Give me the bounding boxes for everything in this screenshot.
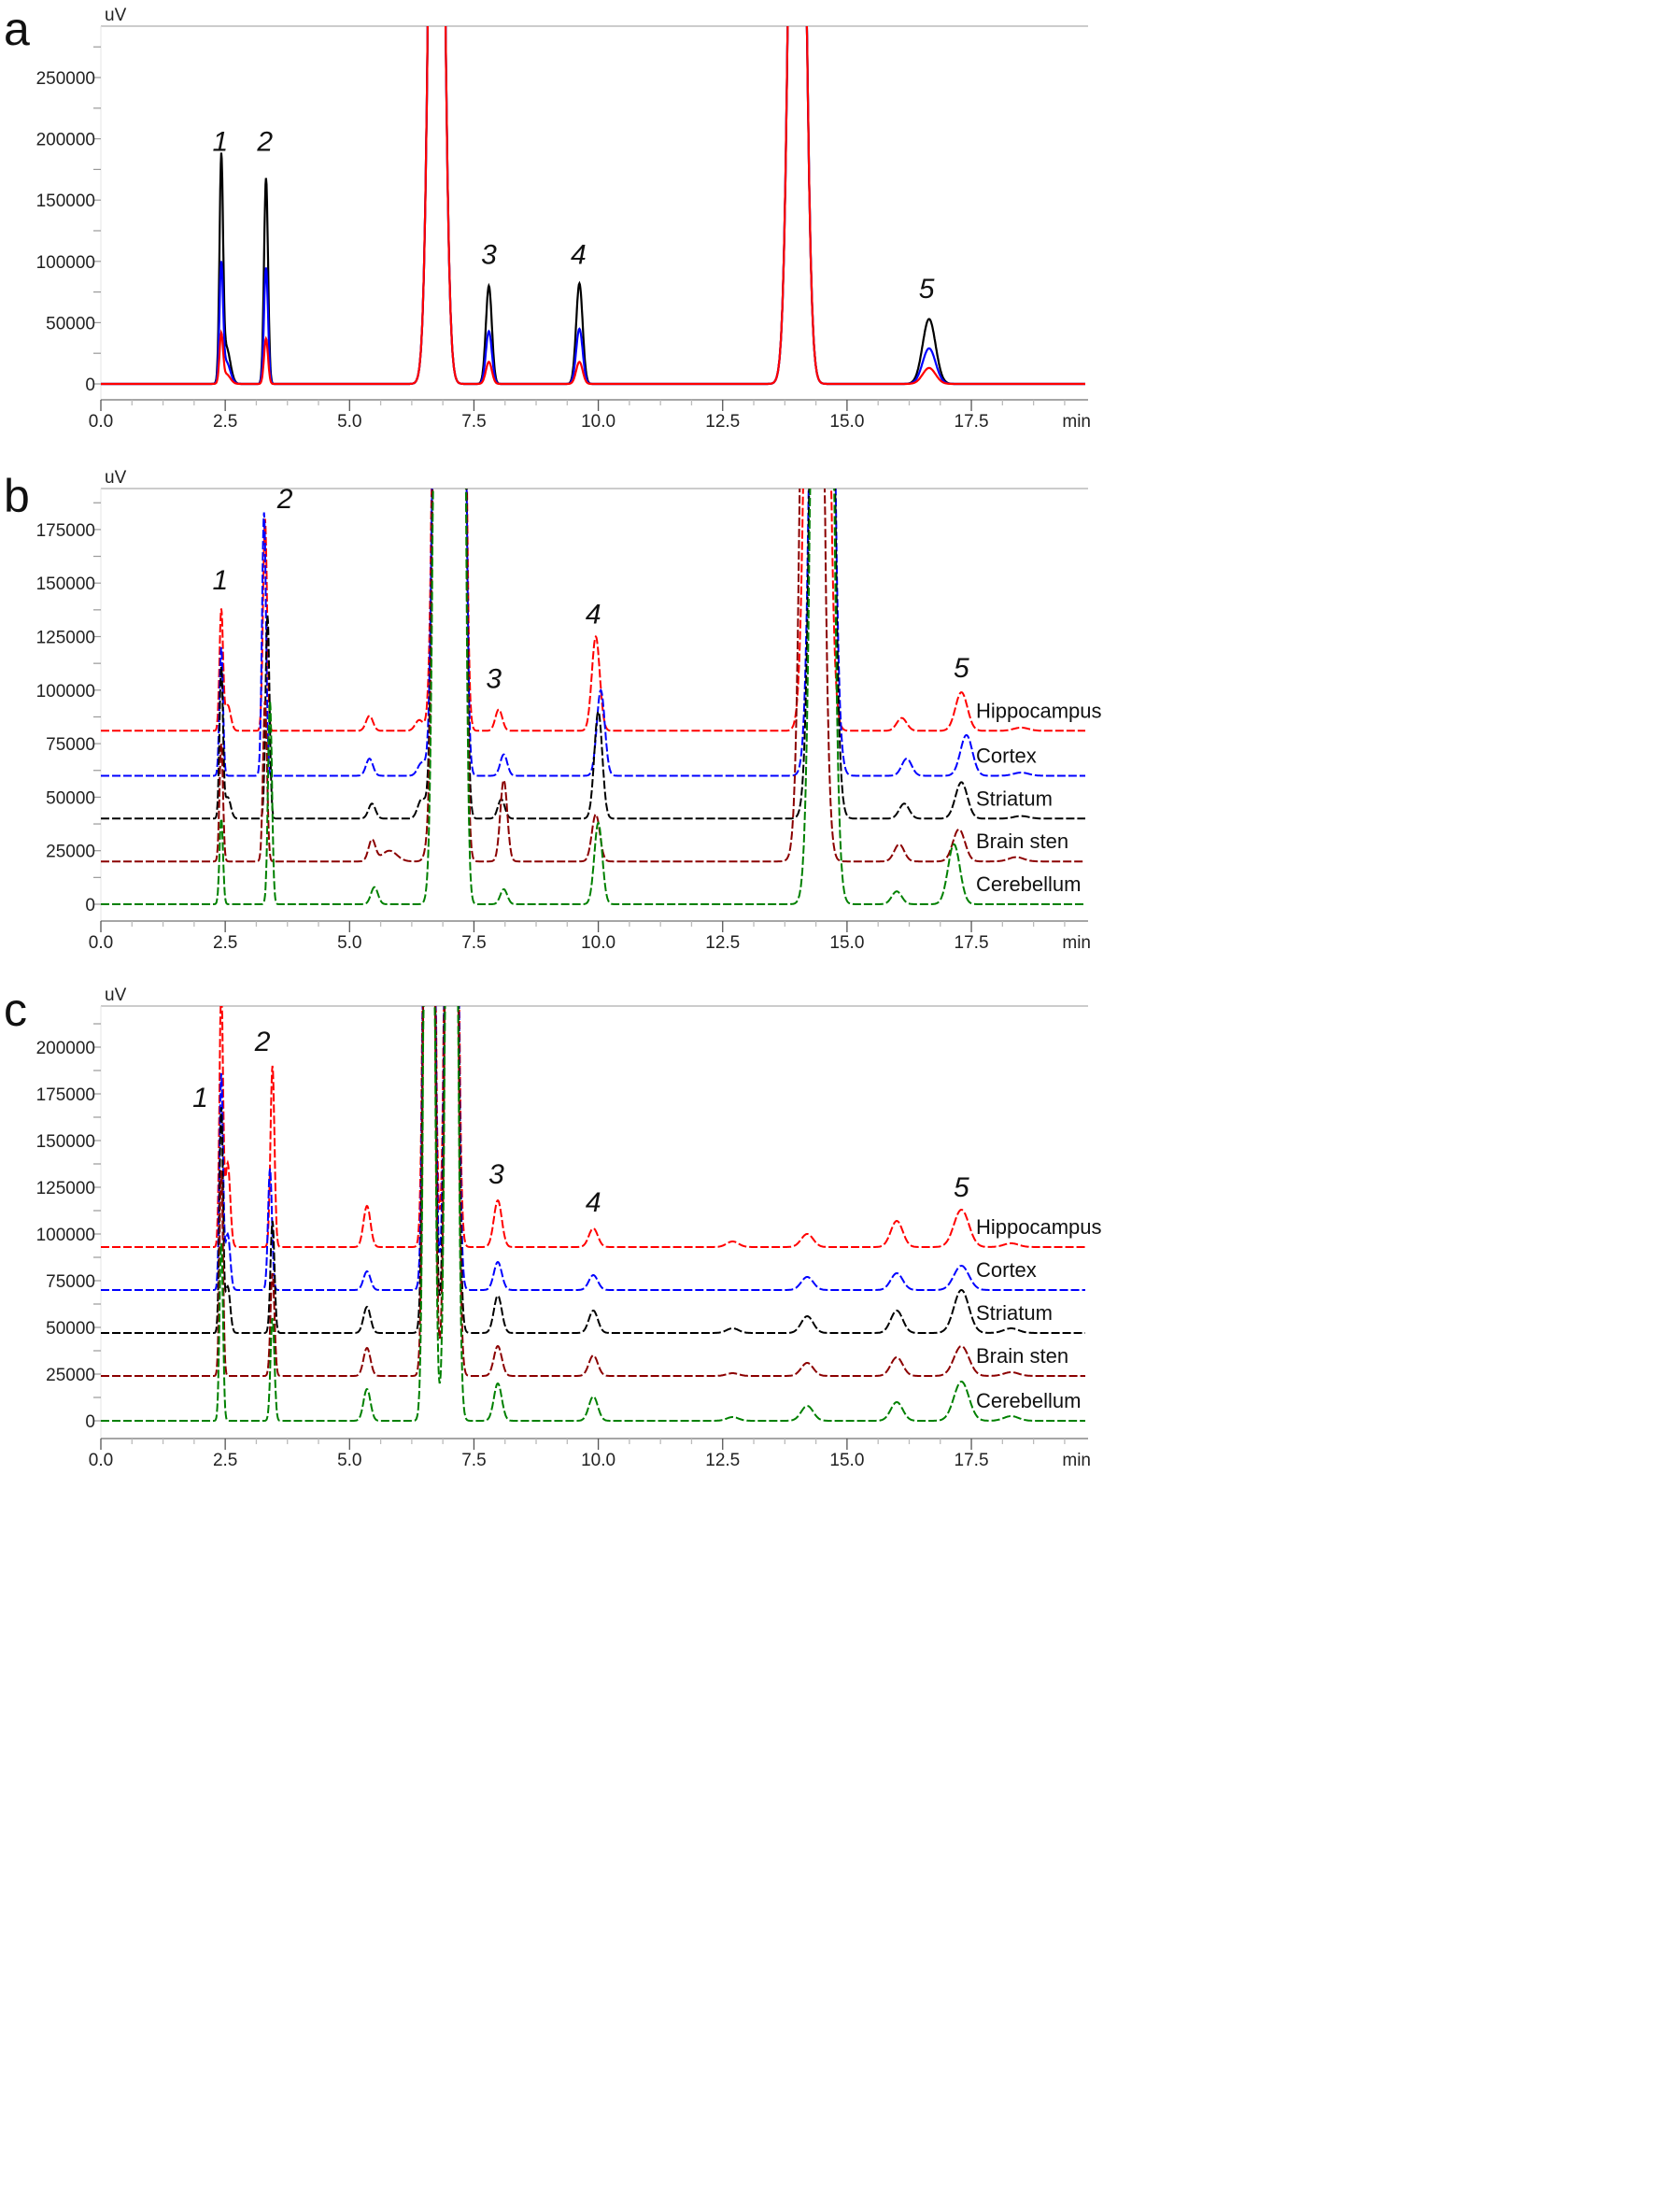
y-tick-label: 50000 (46, 314, 95, 333)
y-tick-label: 25000 (46, 1366, 95, 1385)
x-tick-label: 10.0 (581, 933, 615, 953)
series-label: Brain sten (976, 1344, 1068, 1368)
panel-letter: a (4, 3, 30, 55)
peak-number-label: 1 (212, 565, 228, 596)
x-tick-label: 0.0 (89, 412, 113, 432)
series-label: Hippocampus (976, 699, 1102, 722)
y-tick-label: 175000 (36, 521, 95, 541)
x-axis-unit: min (1062, 1451, 1091, 1470)
peak-number-label: 1 (192, 1083, 208, 1113)
series-label: Cortex (976, 744, 1037, 767)
y-tick-label: 50000 (46, 1319, 95, 1339)
series-line-striatum (101, 1006, 1085, 1334)
peak-number-label: 1 (212, 127, 228, 158)
x-tick-label: 15.0 (829, 412, 864, 432)
x-tick-label: 15.0 (829, 1451, 864, 1470)
series-line-cortex (101, 1006, 1085, 1291)
series-label: Striatum (976, 787, 1053, 810)
series-label: Cerebellum (976, 872, 1082, 896)
y-tick-label: 125000 (36, 1179, 95, 1198)
x-tick-label: 2.5 (213, 412, 237, 432)
x-tick-label: 7.5 (461, 1451, 486, 1470)
series-label: Cerebellum (976, 1389, 1082, 1412)
peak-number-label: 3 (481, 239, 497, 270)
x-tick-label: 7.5 (461, 933, 486, 953)
series-line-standard-mid (101, 26, 1085, 386)
x-tick-label: 17.5 (955, 933, 989, 953)
peak-number-label: 4 (586, 600, 601, 631)
x-axis-unit: min (1062, 933, 1091, 953)
peak-number-label: 3 (488, 1159, 504, 1190)
peak-number-label: 2 (256, 127, 273, 158)
x-tick-label: 5.0 (337, 1451, 361, 1470)
y-tick-label: 150000 (36, 1132, 95, 1152)
series-line-cerebellum (101, 1006, 1085, 1422)
peak-number-label: 3 (486, 664, 502, 695)
y-tick-label: 200000 (36, 1039, 95, 1058)
y-tick-label: 0 (85, 896, 95, 915)
series-line-brain-sten (101, 1006, 1085, 1377)
series-label: Cortex (976, 1258, 1037, 1282)
series-line-hippocampus (101, 1006, 1085, 1248)
peak-number-label: 5 (954, 653, 969, 684)
y-tick-label: 75000 (46, 1272, 95, 1292)
x-tick-label: 17.5 (955, 412, 989, 432)
x-tick-label: 2.5 (213, 1451, 237, 1470)
series-line-hippocampus (101, 489, 1085, 732)
chart-panel-a: a uV 0 50000 100000 150000 200000 250000 0.0 2.5 5… (4, 3, 1091, 432)
x-tick-label: 12.5 (705, 412, 740, 432)
x-tick-label: 15.0 (829, 933, 864, 953)
peak-number-label: 5 (954, 1172, 969, 1203)
y-tick-label: 75000 (46, 735, 95, 755)
peak-number-label: 2 (276, 484, 293, 515)
y-tick-label: 25000 (46, 843, 95, 862)
x-axis-unit: min (1062, 412, 1091, 432)
series-label: Brain sten (976, 830, 1068, 853)
y-tick-label: 125000 (36, 629, 95, 648)
peak-number-label: 2 (254, 1027, 271, 1057)
y-tick-label: 150000 (36, 191, 95, 211)
chart-panel-b: b uV 0 25000 50000 75000 100000 125000 150000 175… (4, 468, 1102, 953)
peak-number-label: 4 (586, 1187, 601, 1218)
y-axis-unit: uV (105, 6, 127, 25)
y-tick-label: 100000 (36, 1226, 95, 1245)
series-line-standard-low (101, 26, 1085, 386)
x-tick-label: 0.0 (89, 933, 113, 953)
y-axis-unit: uV (105, 468, 127, 488)
series-label: Hippocampus (976, 1215, 1102, 1239)
x-tick-label: 0.0 (89, 1451, 113, 1470)
y-axis-unit: uV (105, 985, 127, 1005)
y-tick-label: 175000 (36, 1085, 95, 1105)
series-line-brain-sten (101, 489, 1085, 863)
x-tick-label: 12.5 (705, 933, 740, 953)
y-tick-label: 100000 (36, 682, 95, 702)
peak-number-label: 4 (571, 239, 587, 270)
x-tick-label: 12.5 (705, 1451, 740, 1470)
x-tick-label: 5.0 (337, 412, 361, 432)
y-tick-label: 100000 (36, 253, 95, 273)
panel-letter: c (4, 984, 27, 1036)
x-tick-label: 10.0 (581, 412, 615, 432)
y-tick-label: 0 (85, 376, 95, 395)
y-tick-label: 200000 (36, 131, 95, 150)
series-label: Striatum (976, 1301, 1053, 1325)
series-line-standard-high (101, 26, 1085, 386)
y-tick-label: 50000 (46, 788, 95, 808)
series-line-striatum (101, 489, 1085, 820)
x-tick-label: 5.0 (337, 933, 361, 953)
y-tick-label: 150000 (36, 574, 95, 594)
series-line-cerebellum (101, 489, 1085, 905)
chart-panel-c: c uV 0 25000 50000 75000 100000 125000 150000 175… (4, 984, 1102, 1470)
x-tick-label: 2.5 (213, 933, 237, 953)
panel-letter: b (4, 470, 30, 522)
y-tick-label: 0 (85, 1412, 95, 1432)
peak-number-label: 5 (919, 274, 935, 305)
x-tick-label: 17.5 (955, 1451, 989, 1470)
x-tick-label: 10.0 (581, 1451, 615, 1470)
x-tick-label: 7.5 (461, 412, 486, 432)
y-tick-label: 250000 (36, 69, 95, 89)
